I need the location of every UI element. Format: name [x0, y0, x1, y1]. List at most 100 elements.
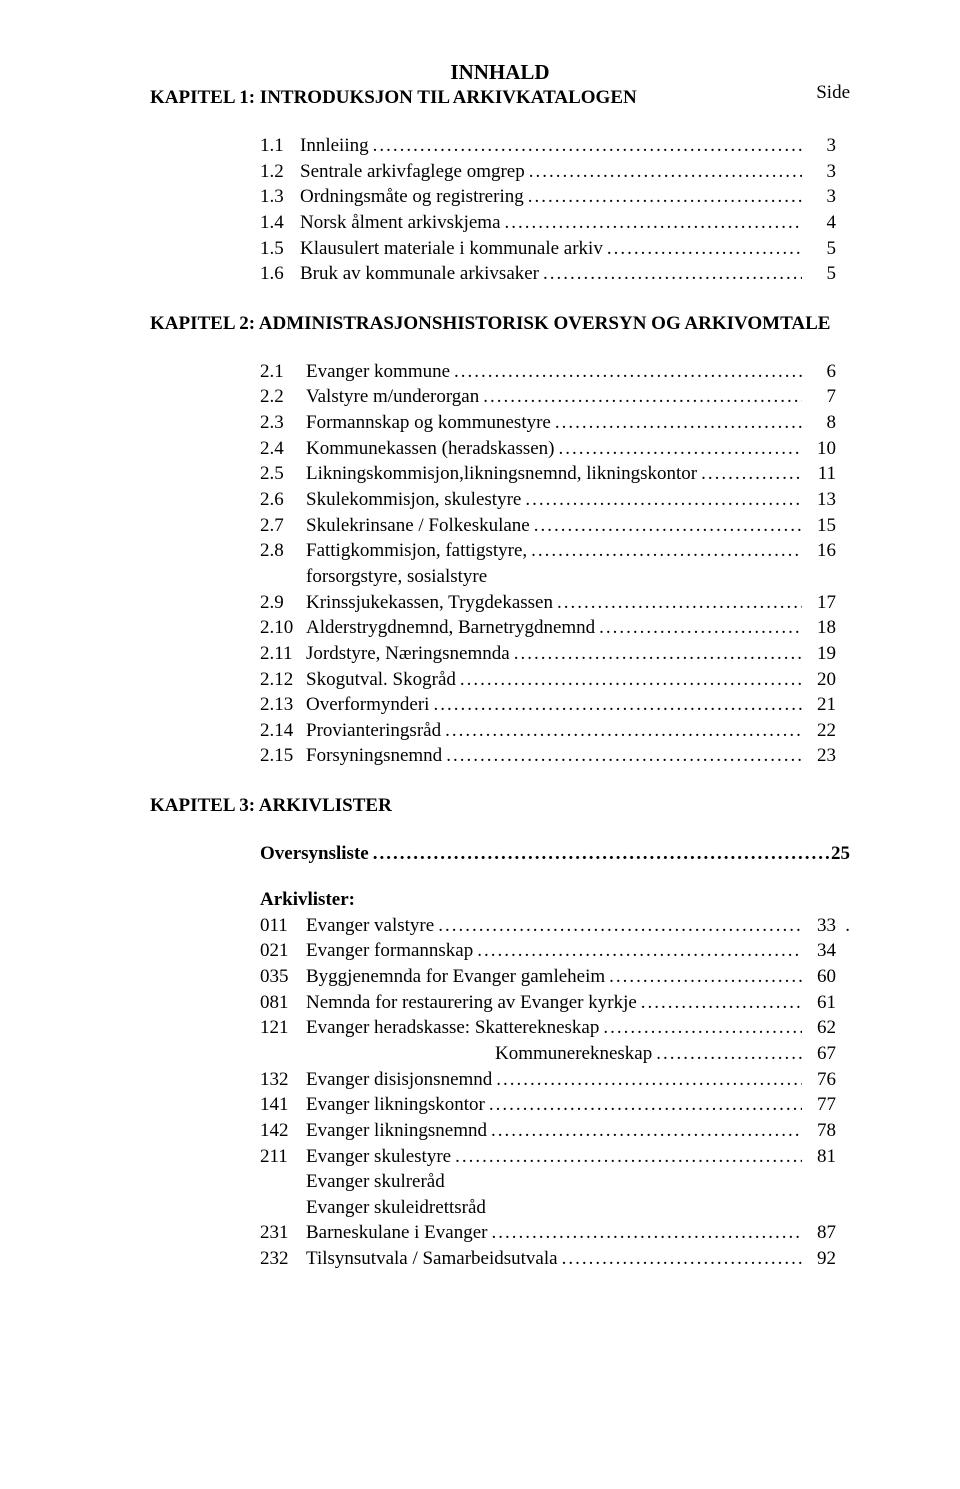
dots — [697, 461, 802, 487]
toc-page: 76 — [802, 1067, 836, 1093]
dots — [595, 615, 802, 641]
dots — [451, 1144, 802, 1170]
dots — [369, 133, 802, 159]
toc-row: 2.11Jordstyre, Næringsnemnda19 — [260, 641, 850, 667]
toc-page: 13 — [802, 487, 836, 513]
toc-num: 2.11 — [260, 641, 306, 667]
dots — [456, 667, 802, 693]
toc-label: Overformynderi — [306, 692, 429, 718]
toc-row: 2.12Skogutval. Skogråd20 — [260, 667, 850, 693]
toc-label: Formannskap og kommunestyre — [306, 410, 551, 436]
toc-label: Krinssjukekassen, Trygdekassen — [306, 590, 553, 616]
dots — [442, 743, 802, 769]
dots — [429, 692, 802, 718]
dots — [521, 487, 802, 513]
toc-label: Tilsynsutvala / Samarbeidsutvala — [306, 1246, 558, 1272]
toc-num: 141 — [260, 1092, 306, 1118]
arkivlister-heading: Arkivlister: — [260, 889, 850, 911]
toc-label: Evanger formannskap — [306, 938, 473, 964]
toc-num: 2.7 — [260, 513, 306, 539]
toc-row: 142Evanger likningsnemnd 78 — [260, 1118, 850, 1144]
dots — [558, 1246, 802, 1272]
side-label: Side — [816, 82, 850, 104]
toc-page: 5 — [802, 236, 836, 262]
toc-sublabel: forsorgstyre, sosialstyre — [306, 564, 487, 590]
dots — [501, 210, 802, 236]
toc-sublabel: Kommunerekneskap — [260, 1041, 652, 1067]
dots — [525, 159, 802, 185]
toc-page: 60 — [802, 964, 836, 990]
toc-page: 61 — [802, 990, 836, 1016]
dots — [555, 436, 802, 462]
toc-row: 2.10Alderstrygdnemnd, Barnetrygdnemnd18 — [260, 615, 850, 641]
toc-num: 2.4 — [260, 436, 306, 462]
toc-page: 17 — [802, 590, 836, 616]
dots — [369, 841, 831, 867]
toc-row: 021Evanger formannskap 34 — [260, 938, 850, 964]
toc-row: 1.1Innleiing3 — [260, 133, 850, 159]
toc-num: 2.15 — [260, 743, 306, 769]
toc-num: 2.3 — [260, 410, 306, 436]
toc-label: Evanger heradskasse: Skatterekneskap — [306, 1015, 599, 1041]
dots — [441, 718, 802, 744]
toc-label: Evanger valstyre — [306, 913, 434, 939]
toc-row: 2.15Forsyningsnemnd23 — [260, 743, 850, 769]
toc-label: Evanger likningsnemnd — [306, 1118, 487, 1144]
toc-num: 021 — [260, 938, 306, 964]
toc-label: Likningskommisjon,likningsnemnd, likning… — [306, 461, 697, 487]
toc-row: 2.14Provianteringsråd22 — [260, 718, 850, 744]
oversyn-page: 25 — [831, 841, 850, 867]
toc-page: 34 — [802, 938, 836, 964]
toc-num: 2.1 — [260, 359, 306, 385]
dots — [599, 1015, 802, 1041]
toc-page: 77 — [802, 1092, 836, 1118]
toc-label: Evanger disisjonsnemnd — [306, 1067, 492, 1093]
dots — [492, 1067, 802, 1093]
toc-num: 1.4 — [260, 210, 300, 236]
toc-num: 011 — [260, 913, 306, 939]
toc-page: 87 — [802, 1220, 836, 1246]
toc-label: Evanger likningskontor — [306, 1092, 485, 1118]
toc-label: Innleiing — [300, 133, 369, 159]
toc-label: Evanger skulestyre — [306, 1144, 451, 1170]
toc-row: 211Evanger skulestyre 81 — [260, 1144, 850, 1170]
toc-num: 142 — [260, 1118, 306, 1144]
arkivlister-items: 011Evanger valstyre33.021Evanger formann… — [260, 913, 850, 1272]
toc-page: 62 — [802, 1015, 836, 1041]
toc-page: 18 — [802, 615, 836, 641]
toc-label: Barneskulane i Evanger — [306, 1220, 487, 1246]
toc-subrow: forsorgstyre, sosialstyre — [260, 564, 850, 590]
dots — [539, 261, 802, 287]
toc-page: 3 — [802, 133, 836, 159]
toc-page: 81 — [802, 1144, 836, 1170]
chapter-3-entries: Oversynsliste 25 Arkivlister: 011Evanger… — [260, 841, 850, 1272]
toc-num: 1.3 — [260, 184, 300, 210]
toc-row: 2.3Formannskap og kommunestyre8 — [260, 410, 850, 436]
toc-row: 2.4Kommunekassen (heradskassen)10 — [260, 436, 850, 462]
toc-row: 081Nemnda for restaurering av Evanger ky… — [260, 990, 850, 1016]
toc-row: 1.3Ordningsmåte og registrering3 — [260, 184, 850, 210]
chapter-1-heading: KAPITEL 1: INTRODUKSJON TIL ARKIVKATALOG… — [150, 87, 850, 109]
toc-num: 2.12 — [260, 667, 306, 693]
toc-label: Forsyningsnemnd — [306, 743, 442, 769]
toc-label: Ordningsmåte og registrering — [300, 184, 524, 210]
dots — [485, 1092, 802, 1118]
toc-row: 121Evanger heradskasse: Skatterekneskap 6… — [260, 1015, 850, 1041]
toc-page: 21 — [802, 692, 836, 718]
toc-label: Evanger kommune — [306, 359, 450, 385]
toc-label: Jordstyre, Næringsnemnda — [306, 641, 510, 667]
toc-row: 035Byggjenemnda for Evanger gamleheim60 — [260, 964, 850, 990]
toc-page: 16 — [802, 538, 836, 564]
toc-page: 33 — [802, 913, 836, 939]
toc-row: 2.9Krinssjukekassen, Trygdekassen17 — [260, 590, 850, 616]
toc-page: 7 — [802, 384, 836, 410]
toc-num: 211 — [260, 1144, 306, 1170]
toc-num: 2.13 — [260, 692, 306, 718]
toc-row: 2.5Likningskommisjon,likningsnemnd, likn… — [260, 461, 850, 487]
toc-page: 78 — [802, 1118, 836, 1144]
dots — [524, 184, 802, 210]
dots — [551, 410, 802, 436]
toc-num: 121 — [260, 1015, 306, 1041]
toc-row: 2.13Overformynderi 21 — [260, 692, 850, 718]
toc-row: 2.2Valstyre m/underorgan7 — [260, 384, 850, 410]
